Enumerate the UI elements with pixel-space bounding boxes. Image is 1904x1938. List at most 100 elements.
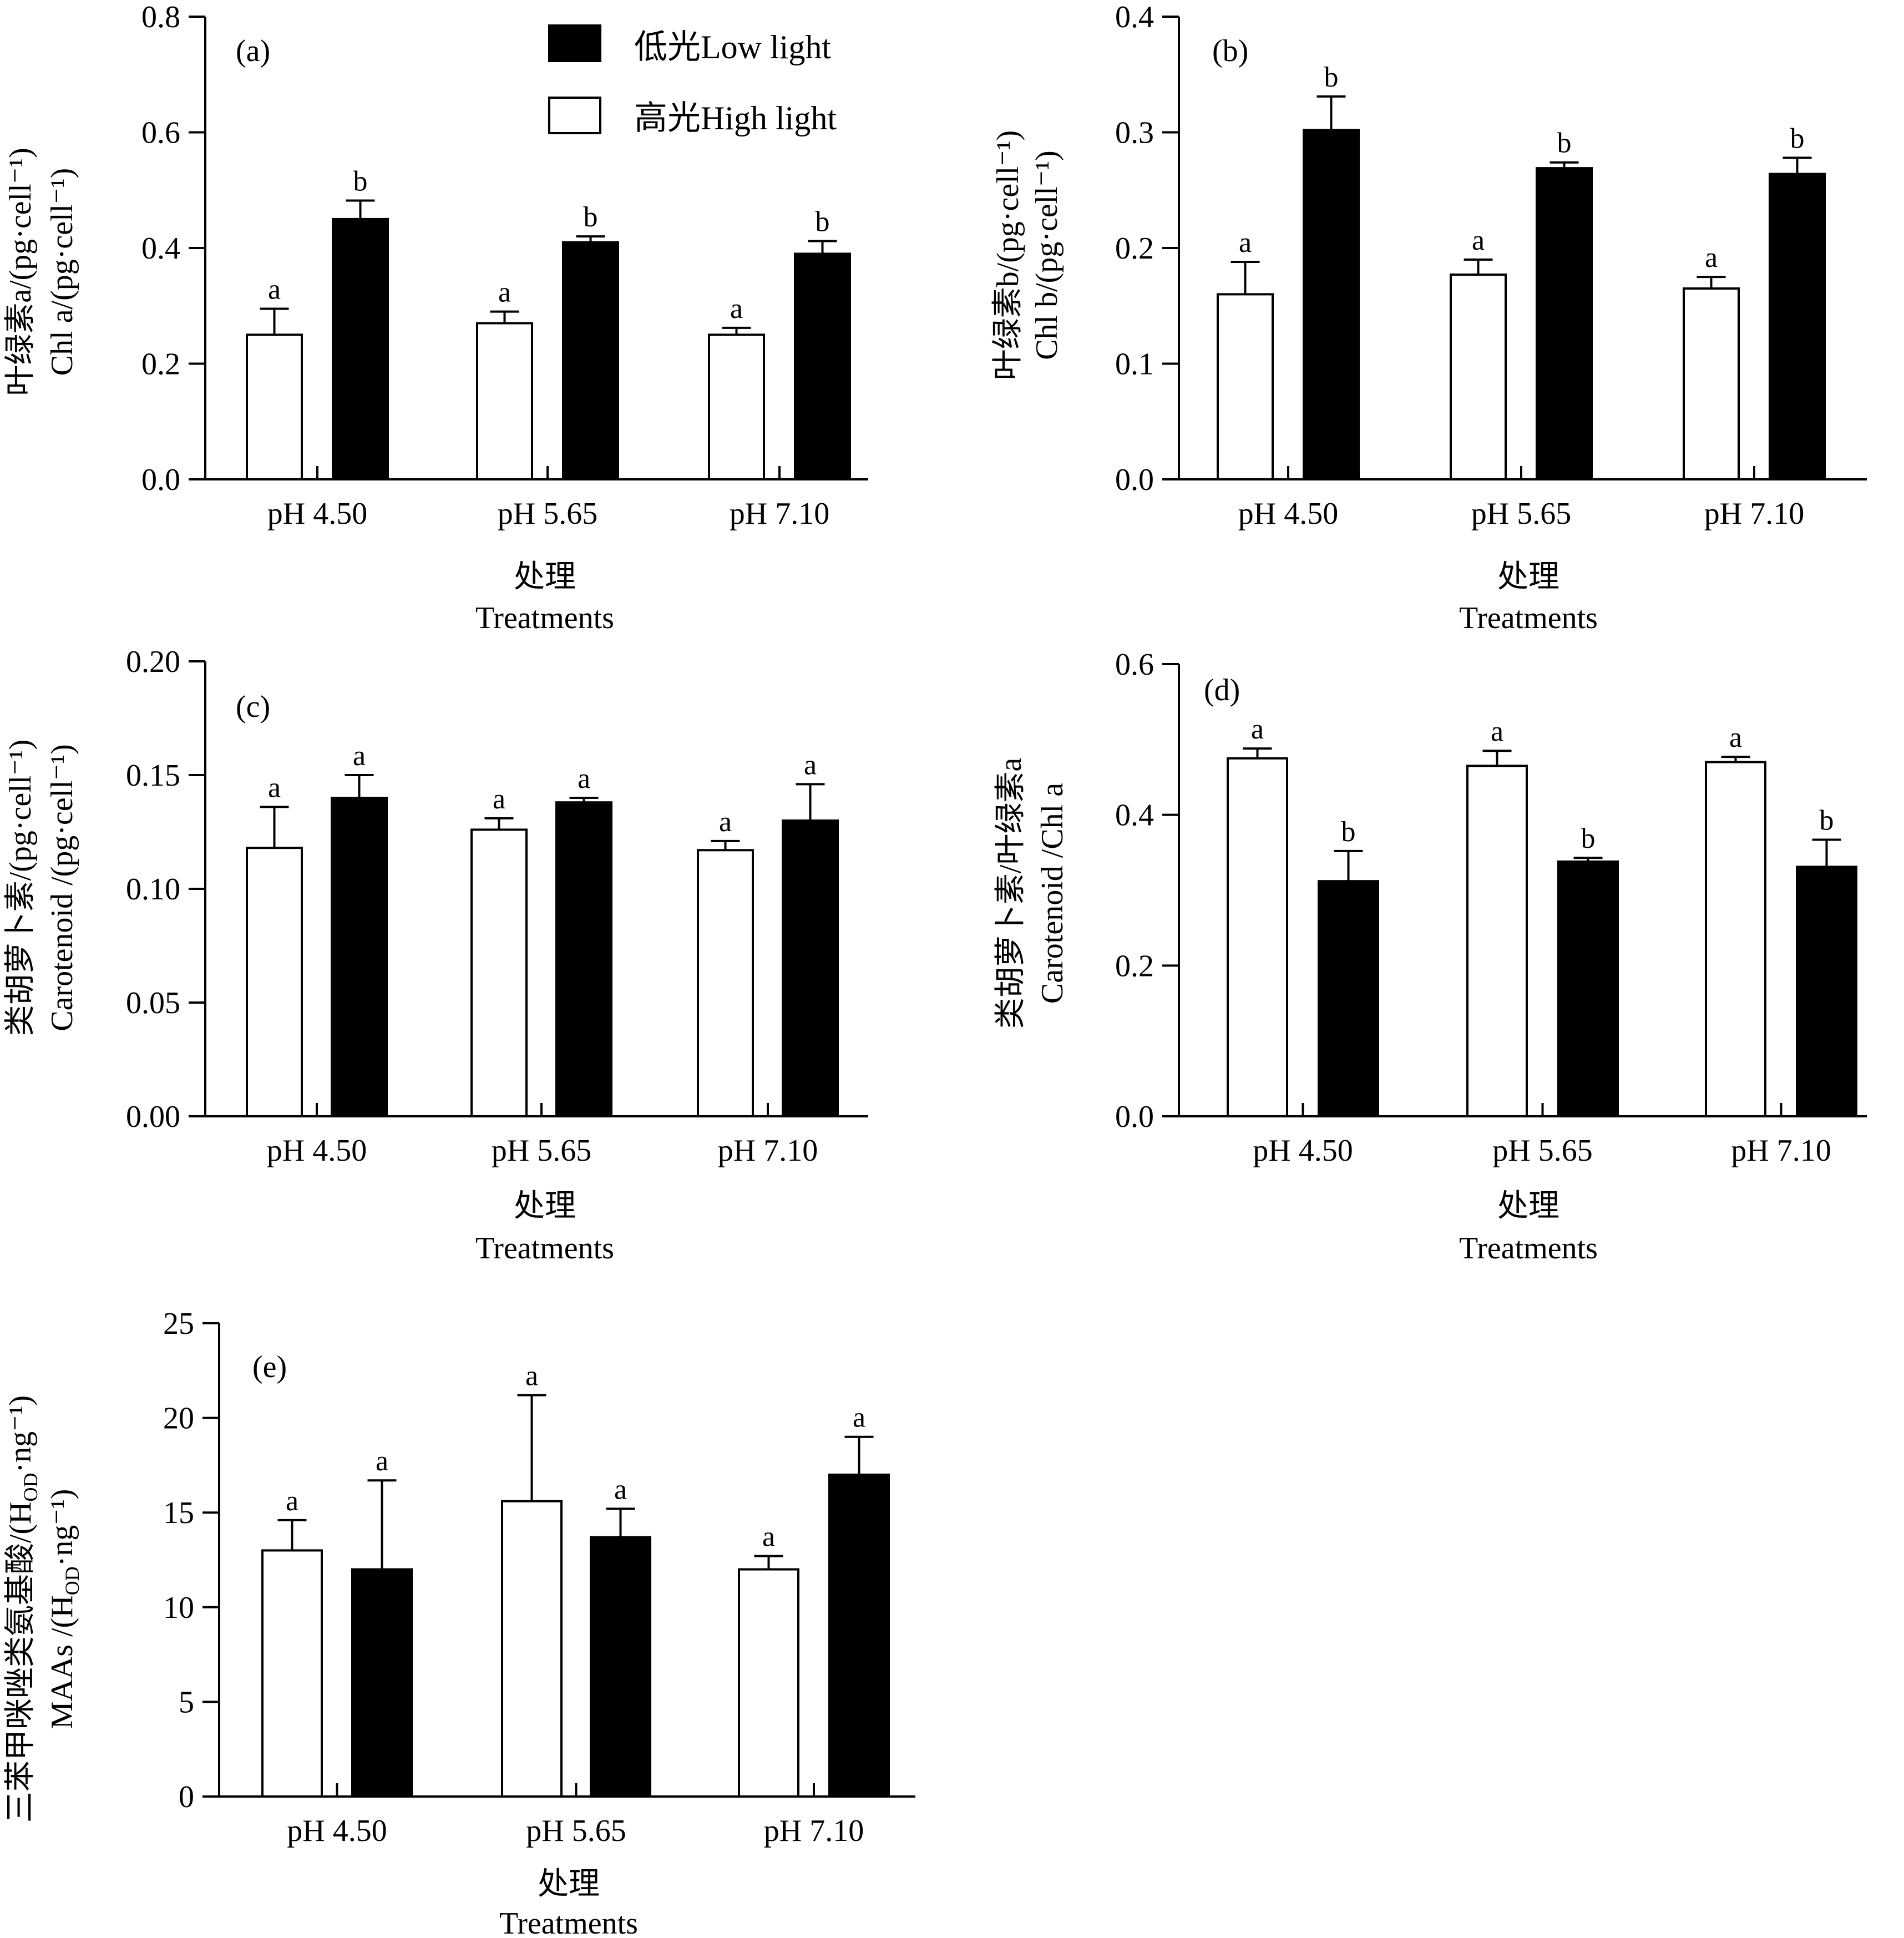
panel-b-xlabel-cn: 处理	[1497, 560, 1559, 594]
panel-a-bar-high	[708, 333, 765, 480]
panel-e-ytick-label: 25	[163, 1307, 194, 1341]
panel-b-plot: 0.0 0.1 0.2 0.3 0.4 a b pH 4.50 a b pH 5.65 a b pH 7.…	[1115, 0, 1867, 531]
panel-d-category-label: pH 7.10	[1731, 1134, 1831, 1168]
panel-a-bar-low	[562, 241, 619, 480]
panel-a-xlabel-cn: 处理	[514, 560, 576, 594]
panel-b-bar-high	[1683, 287, 1740, 480]
panel-d-ylabel-cn: 类胡萝卜素/叶绿素a	[994, 758, 1028, 1029]
panel-c-sig-label: a	[804, 749, 817, 781]
panel-c-ytick-label: 0.15	[126, 758, 180, 793]
panel-c-sig-label: a	[719, 806, 732, 838]
panel-a-ylabel-cn: 叶绿素a/(pg·cell⁻¹)	[3, 148, 38, 396]
panel-c-plot: 0.00 0.05 0.10 0.15 0.20 a a pH 4.50 a a pH 5.65 a a…	[126, 645, 868, 1168]
panel-c-bar-high	[246, 847, 303, 1117]
panel-e-sig-label: a	[376, 1445, 388, 1477]
panel-b-bar-low	[1536, 167, 1593, 480]
panel-b-ytick-label: 0.4	[1115, 0, 1154, 34]
panel-d-sig-label: a	[1251, 714, 1264, 745]
panel-b-category-label: pH 7.10	[1704, 497, 1804, 531]
panel-d-xlabel-en: Treatments	[1459, 1231, 1598, 1266]
legend-swatch-high	[548, 97, 601, 134]
panel-e-ytick-label: 15	[163, 1496, 194, 1530]
panel-e-bar-low	[590, 1536, 651, 1798]
panel-a-ytick-label: 0.0	[141, 463, 180, 497]
panel-e-sig-label: a	[853, 1402, 865, 1434]
panel-e-category-label: pH 5.65	[526, 1814, 626, 1848]
panel-d-tag: (d)	[1204, 673, 1240, 707]
panel-a-bar-low	[332, 217, 389, 480]
legend-label-low: 低光Low light	[634, 29, 831, 65]
panel-d-sig-label: b	[1341, 816, 1356, 848]
panel-e-xlabel-cn: 处理	[538, 1867, 600, 1901]
panel-b: (b) 叶绿素b/(pg·cell⁻¹) Chl b/(pg·cell⁻¹) 处…	[991, 0, 1867, 635]
panel-e-bar-high	[261, 1549, 323, 1798]
panel-b-sig-label: b	[1557, 128, 1572, 159]
panel-e: (e) 三苯甲咪唑类氨基酸/(HOD·ng⁻¹) MAAs /(HOD·ng⁻¹…	[3, 1307, 915, 1938]
panel-c-ylabel-cn: 类胡萝卜素/(pg·cell⁻¹)	[3, 740, 38, 1036]
panel-a-category-label: pH 5.65	[498, 497, 597, 531]
panel-d: (d) 类胡萝卜素/叶绿素a Carotenoid /Chl a 处理 Trea…	[994, 647, 1867, 1266]
legend-swatch-low	[548, 24, 601, 62]
panel-c-tag: (c)	[236, 690, 270, 724]
panel-b-tag: (b)	[1212, 34, 1248, 68]
panel-c-xlabel-cn: 处理	[514, 1189, 576, 1223]
panel-a-category-label: pH 7.10	[730, 497, 829, 531]
panel-c-ylabel-en: Carotenoid /(pg·cell⁻¹)	[45, 744, 79, 1031]
panel-c: (c) 类胡萝卜素/(pg·cell⁻¹) Carotenoid /(pg·ce…	[3, 645, 868, 1266]
panel-c-ytick-label: 0.00	[126, 1100, 180, 1134]
panel-e-sig-label: a	[762, 1521, 775, 1553]
panel-b-sig-label: b	[1790, 123, 1805, 154]
panel-d-ylabel-en: Carotenoid /Chl a	[1035, 783, 1070, 1004]
panel-e-plot: 0 5 10 15 20 25 a a pH 4.50 a a pH 5.65 a a pH 7.10	[163, 1307, 915, 1848]
panel-a: (a) 叶绿素a/(pg·cell⁻¹) Chl a/(pg·cell⁻¹) 处…	[3, 0, 868, 635]
panel-d-sig-label: b	[1581, 823, 1596, 854]
panel-c-sig-label: a	[353, 740, 366, 772]
panel-a-ytick-label: 0.4	[141, 231, 180, 266]
legend: 低光Low light 高光High light	[548, 24, 837, 136]
panel-e-ylabel-cn-sub: OD	[19, 1473, 42, 1502]
panel-d-bar-low	[1796, 866, 1857, 1118]
panel-e-ytick-label: 10	[163, 1591, 194, 1625]
panel-b-sig-label: a	[1705, 242, 1718, 274]
panel-c-bar-high	[697, 849, 754, 1118]
panel-b-bar-low	[1769, 173, 1826, 480]
panel-e-ylabel-en-tail: ·ng⁻¹)	[45, 1489, 79, 1567]
panel-b-sig-label: a	[1472, 225, 1485, 256]
panel-a-bar-high	[476, 322, 533, 481]
panel-b-ylabel-en: Chl b/(pg·cell⁻¹)	[1030, 150, 1064, 360]
panel-a-tag: (a)	[236, 34, 270, 68]
panel-e-tag: (e)	[252, 1350, 287, 1384]
panel-d-sig-label: a	[1491, 716, 1503, 747]
panel-a-bar-low	[794, 252, 851, 480]
panel-c-category-label: pH 7.10	[718, 1134, 818, 1168]
panel-e-category-label: pH 4.50	[287, 1814, 387, 1848]
panel-e-ytick-label: 0	[179, 1780, 194, 1814]
panel-a-ylabel-en: Chl a/(pg·cell⁻¹)	[45, 168, 79, 376]
panel-e-bar-high	[501, 1500, 563, 1798]
panel-a-ytick-label: 0.6	[141, 116, 180, 150]
panel-e-ylabel-en-sub: OD	[61, 1566, 83, 1595]
panel-d-sig-label: b	[1820, 804, 1834, 836]
panel-d-plot: 0.0 0.2 0.4 0.6 a b pH 4.50 a b pH 5.65 a b pH 7.10	[1115, 647, 1867, 1168]
panel-b-ytick-label: 0.2	[1115, 231, 1154, 266]
panel-e-category-label: pH 7.10	[764, 1814, 864, 1848]
panel-e-bar-low	[828, 1473, 890, 1798]
panel-b-category-label: pH 4.50	[1238, 497, 1338, 531]
panel-d-category-label: pH 5.65	[1492, 1134, 1592, 1168]
panel-d-ytick-label: 0.0	[1115, 1100, 1154, 1134]
panel-e-ytick-label: 5	[179, 1685, 194, 1719]
panel-c-sig-label: a	[493, 783, 505, 815]
panel-d-bar-high	[1705, 761, 1766, 1118]
panel-b-sig-label: a	[1239, 227, 1252, 259]
panel-b-ytick-label: 0.1	[1115, 347, 1154, 382]
panel-d-bar-high	[1466, 765, 1528, 1117]
legend-label-high: 高光High light	[634, 100, 837, 136]
panel-b-ytick-label: 0.3	[1115, 116, 1154, 150]
panel-c-sig-label: a	[578, 763, 590, 795]
panel-d-bar-low	[1318, 880, 1379, 1117]
panel-b-ytick-label: 0.0	[1115, 463, 1154, 497]
panel-c-ytick-label: 0.20	[126, 645, 180, 679]
panel-e-xlabel-en: Treatments	[499, 1906, 638, 1938]
panel-b-category-label: pH 5.65	[1471, 497, 1571, 531]
panel-b-bar-low	[1303, 129, 1360, 480]
